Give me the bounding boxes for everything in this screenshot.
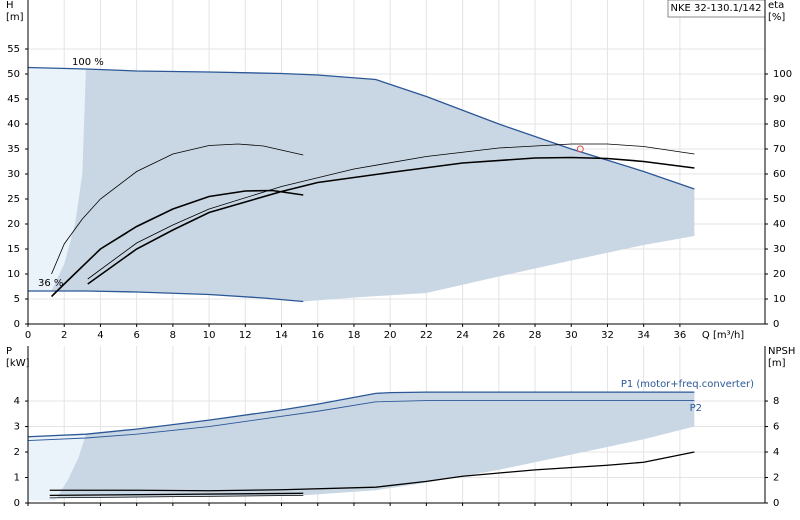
y2-tick-label: 4 bbox=[773, 447, 779, 458]
annotation: P2 bbox=[690, 403, 702, 414]
y-tick-label: 30 bbox=[7, 169, 20, 180]
y2-tick-label: 100 bbox=[773, 69, 792, 80]
curve bbox=[49, 492, 304, 497]
y2-tick-label: 0 bbox=[773, 319, 779, 330]
y-tick-label: 3 bbox=[14, 422, 20, 433]
curve bbox=[27, 391, 695, 438]
y2-tick-label: 80 bbox=[773, 119, 786, 130]
y2-tick-label: 70 bbox=[773, 144, 786, 155]
operating-region bbox=[28, 67, 695, 302]
curve bbox=[27, 66, 695, 190]
y2-axis-label: eta bbox=[768, 0, 784, 11]
x-tick-label: 0 bbox=[25, 330, 31, 341]
x-tick-label: 30 bbox=[565, 330, 578, 341]
x-tick-label: 36 bbox=[674, 330, 687, 341]
y-tick-label: 20 bbox=[7, 219, 20, 230]
y-tick-label: 2 bbox=[14, 447, 20, 458]
y2-tick-label: 0 bbox=[773, 498, 779, 509]
y2-axis-label: NPSH bbox=[768, 346, 795, 357]
y-tick-label: 35 bbox=[7, 144, 20, 155]
y2-tick-label: 40 bbox=[773, 219, 786, 230]
y-axis-label: [kW] bbox=[6, 358, 30, 369]
x-tick-label: 32 bbox=[601, 330, 614, 341]
curve bbox=[87, 156, 695, 285]
x-tick-label: 24 bbox=[456, 330, 469, 341]
x-tick-label: 18 bbox=[348, 330, 361, 341]
x-tick-label: 20 bbox=[384, 330, 397, 341]
x-tick-label: 14 bbox=[275, 330, 288, 341]
chart-title: NKE 32-130.1/142 bbox=[671, 3, 762, 14]
curve bbox=[49, 494, 304, 499]
x-tick-label: 6 bbox=[133, 330, 139, 341]
y-axis-label: P bbox=[6, 346, 12, 357]
x-tick-label: 28 bbox=[529, 330, 542, 341]
y-tick-label: 0 bbox=[14, 498, 20, 509]
y-axis-label: [m] bbox=[6, 12, 24, 23]
y-axis-label: H bbox=[6, 0, 14, 11]
y2-tick-label: 6 bbox=[773, 422, 779, 433]
operating-region bbox=[28, 67, 86, 291]
x-tick-label: 10 bbox=[203, 330, 216, 341]
operating-region bbox=[28, 392, 695, 498]
y-tick-label: 10 bbox=[7, 269, 20, 280]
y2-axis-label: [%] bbox=[768, 12, 785, 23]
curve bbox=[51, 143, 304, 275]
x-tick-label: 34 bbox=[637, 330, 650, 341]
curve bbox=[50, 189, 304, 298]
y-tick-label: 55 bbox=[7, 44, 20, 55]
y-tick-label: 4 bbox=[14, 396, 20, 407]
y2-tick-label: 20 bbox=[773, 269, 786, 280]
duty-point bbox=[576, 145, 584, 153]
y-tick-label: 5 bbox=[14, 294, 20, 305]
x-tick-label: 12 bbox=[239, 330, 252, 341]
y2-tick-label: 8 bbox=[773, 396, 779, 407]
y2-tick-label: 50 bbox=[773, 194, 786, 205]
annotation: P1 (motor+freq.converter) bbox=[621, 379, 754, 390]
y2-axis-label: [m] bbox=[768, 358, 786, 369]
x-tick-label: 26 bbox=[492, 330, 505, 341]
y-tick-label: 25 bbox=[7, 194, 20, 205]
y-tick-label: 1 bbox=[14, 473, 20, 484]
x-axis-label: Q [m³/h] bbox=[702, 330, 744, 341]
y-tick-label: 0 bbox=[14, 319, 20, 330]
operating-region bbox=[28, 434, 86, 501]
x-tick-label: 16 bbox=[311, 330, 324, 341]
x-tick-label: 8 bbox=[170, 330, 176, 341]
annotation: 100 % bbox=[72, 57, 104, 68]
y2-tick-label: 30 bbox=[773, 244, 786, 255]
curve bbox=[87, 143, 695, 280]
curve bbox=[28, 290, 304, 303]
y2-tick-label: 2 bbox=[773, 473, 779, 484]
x-tick-label: 22 bbox=[420, 330, 433, 341]
curve bbox=[49, 451, 695, 492]
y-tick-label: 45 bbox=[7, 94, 20, 105]
y-tick-label: 40 bbox=[7, 119, 20, 130]
y2-tick-label: 90 bbox=[773, 94, 786, 105]
x-tick-label: 4 bbox=[97, 330, 103, 341]
annotation: 36 % bbox=[38, 278, 63, 289]
y2-tick-label: 60 bbox=[773, 169, 786, 180]
y2-tick-label: 10 bbox=[773, 294, 786, 305]
x-tick-label: 2 bbox=[61, 330, 67, 341]
y-tick-label: 15 bbox=[7, 244, 20, 255]
y-tick-label: 50 bbox=[7, 69, 20, 80]
curve bbox=[27, 400, 695, 442]
